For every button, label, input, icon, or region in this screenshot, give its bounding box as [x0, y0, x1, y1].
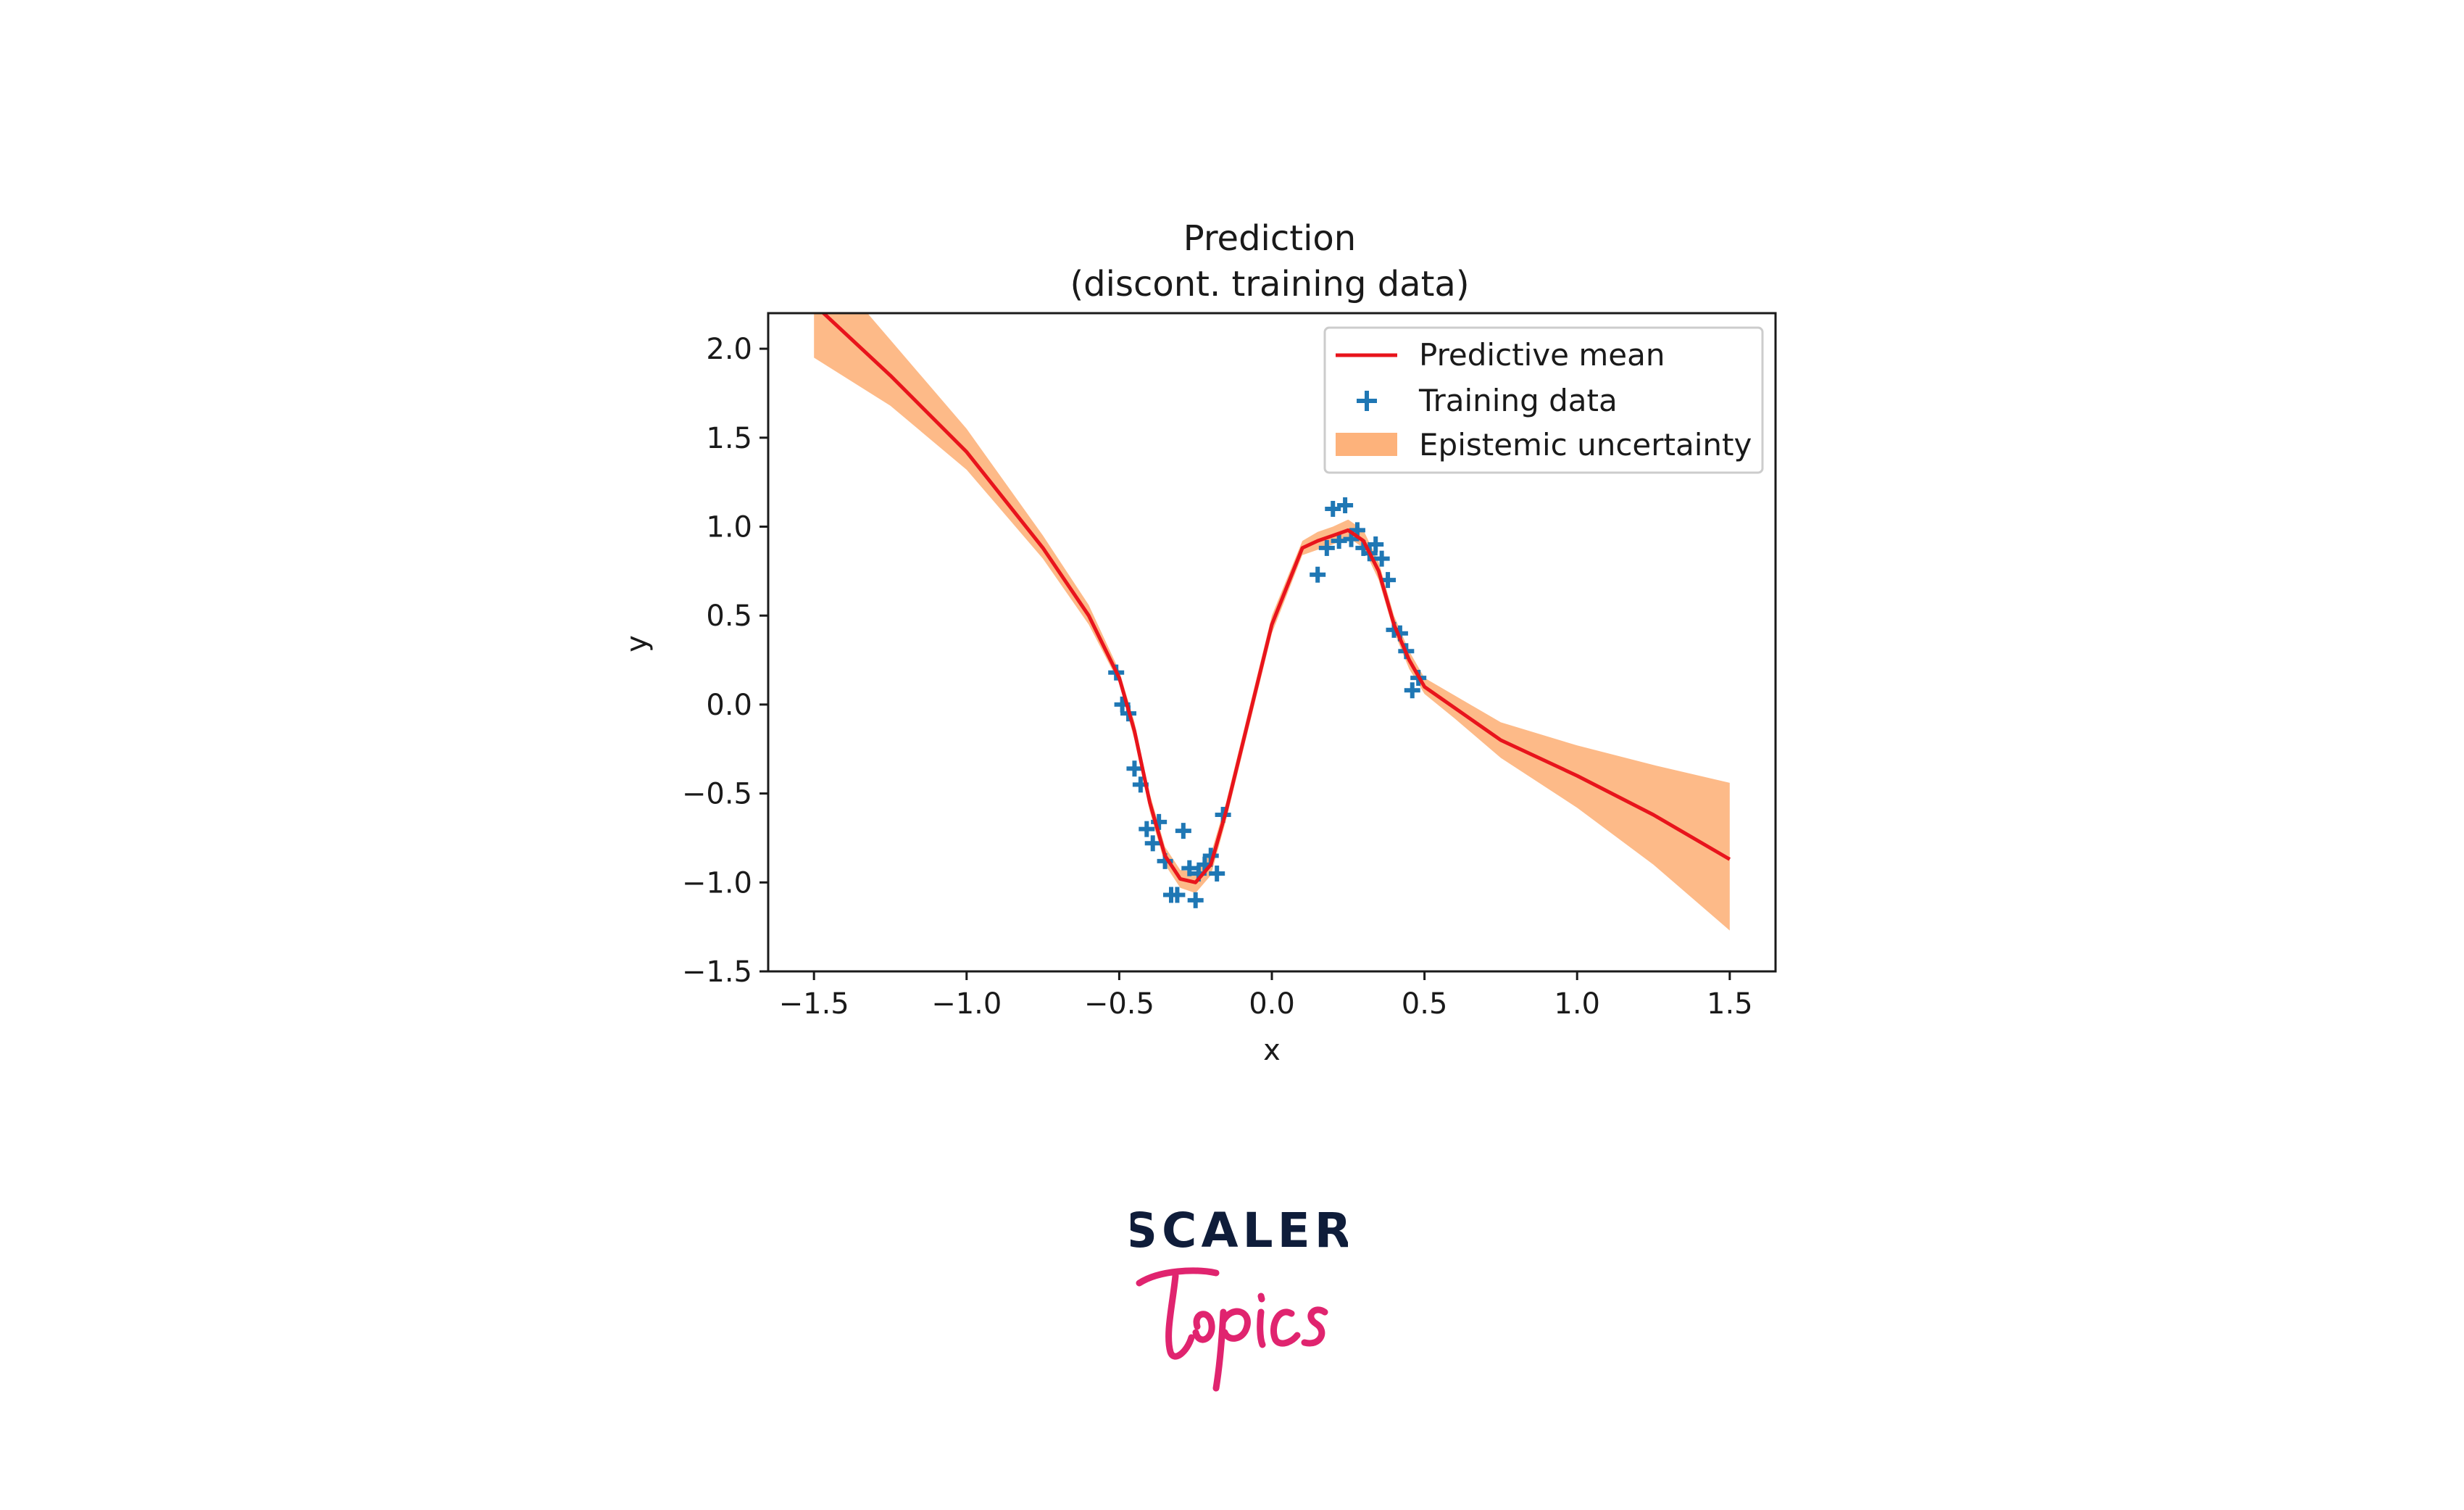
y-tick-label: −1.0 [682, 866, 752, 900]
chart-title: Prediction [1183, 218, 1356, 259]
scaler-topics-logo: SCALER [1131, 1203, 1348, 1392]
training-data-point [1404, 682, 1420, 699]
legend-box [1323, 326, 1764, 474]
legend-swatch-epistemic-uncertainty [1336, 433, 1397, 456]
chart-subtitle: (discont. training data) [1070, 264, 1469, 304]
x-tick-label: 1.0 [1554, 987, 1600, 1021]
y-tick-label: −1.5 [682, 955, 752, 989]
plot-area [814, 313, 1731, 931]
x-axis: −1.5 −1.0 −0.5 0.0 0.5 1.0 1.5 [779, 971, 1753, 1021]
x-tick-label: 0.5 [1402, 987, 1448, 1021]
legend-swatch-training-data [1357, 391, 1377, 411]
y-tick-label: −0.5 [682, 778, 752, 811]
y-tick-label: 0.5 [706, 600, 752, 633]
legend: Predictive mean Training data Epistemic … [1323, 326, 1764, 474]
x-tick-label: −0.5 [1084, 987, 1154, 1021]
training-data-point [1144, 835, 1161, 852]
training-data-point [1139, 821, 1155, 837]
training-data-point [1209, 866, 1225, 882]
training-data-point [1175, 823, 1191, 839]
y-tick-label: 1.5 [706, 422, 752, 455]
legend-label-training-data: Training data [1418, 383, 1618, 418]
training-data-point [1368, 536, 1384, 553]
logo-word-topics [1136, 1267, 1328, 1392]
y-tick-label: 2.0 [706, 333, 752, 366]
training-data-point [1169, 887, 1186, 903]
x-tick-label: −1.0 [931, 987, 1002, 1021]
x-axis-label: x [1263, 1034, 1281, 1067]
training-data-point [1187, 892, 1204, 908]
x-tick-label: −1.5 [779, 987, 849, 1021]
y-axis-label: y [620, 635, 654, 652]
plot-clip-group [814, 313, 1731, 931]
training-data-point [1325, 500, 1341, 517]
y-tick-label: 0.0 [706, 689, 752, 722]
x-tick-label: 1.5 [1707, 987, 1753, 1021]
logo-word-scaler: SCALER [1131, 1203, 1348, 1258]
training-data-point [1318, 539, 1335, 556]
training-data-point [1310, 566, 1326, 583]
training-data-point [1181, 860, 1198, 876]
training-data-point [1337, 497, 1354, 514]
legend-label-epistemic-uncertainty: Epistemic uncertainty [1419, 427, 1752, 462]
predictive-mean-line [820, 313, 1731, 884]
x-tick-label: 0.0 [1249, 987, 1295, 1021]
training-data-point [1126, 760, 1143, 777]
y-tick-label: 1.0 [706, 510, 752, 544]
y-axis: 2.0 1.5 1.0 0.5 0.0 −0.5 −1.0 −1.5 [682, 333, 768, 989]
training-data-point [1373, 550, 1390, 567]
legend-label-predictive-mean: Predictive mean [1419, 337, 1665, 373]
